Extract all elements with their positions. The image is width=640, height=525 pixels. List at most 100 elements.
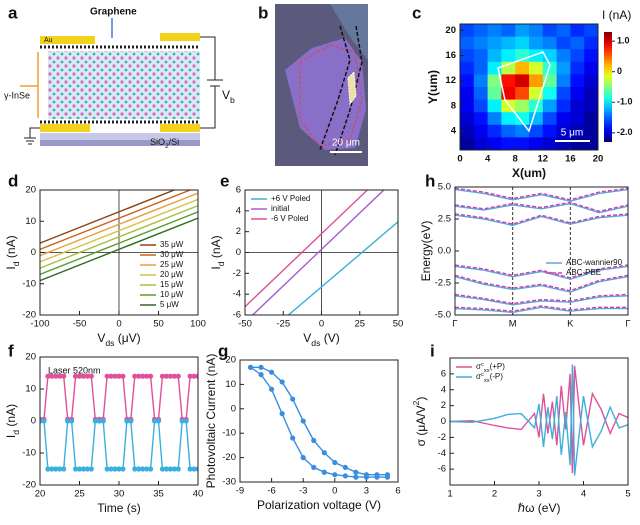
panel-label: c [412,3,421,22]
heat-cell [487,49,502,63]
series-line [40,204,198,269]
series-line [250,366,388,476]
colorbar-tick-label: 1.0 [617,36,630,46]
legend-label: σcxx(-P) [476,372,503,384]
heat-cell [529,24,544,38]
x-tick-label: 0 [116,319,121,330]
plot-frame [244,189,399,316]
text-part: (nA) [4,404,18,430]
x-tick-label: 50 [153,319,164,330]
y-tick-label: 0 [31,416,36,427]
x-tick-label: 100 [190,319,206,330]
legend-label: initial [271,204,289,213]
heat-cell [460,49,475,63]
text-part: (V) [320,331,339,345]
heat-cell [570,124,585,138]
x-tick-label: 16 [565,154,576,165]
x-tick-label: 1 [447,489,452,500]
marker [175,466,181,472]
marker [140,373,146,379]
text-part: (nA) [4,235,18,261]
marker [342,464,348,470]
marker [112,466,118,472]
y-tick-label: 10 [25,216,36,227]
marker [61,466,67,472]
marker [321,469,327,475]
y-tick-label: 2.5 [438,214,451,225]
marker [80,373,87,379]
heat-cell [542,87,558,101]
y-tick-label: -30 [222,477,236,488]
heat-cell [570,99,585,113]
y-tick-label: 10 [25,384,36,395]
text-part: (+P) [490,362,506,371]
marker [183,418,189,424]
marker [124,418,130,424]
scale-bar-label: 20 μm [332,138,360,149]
heat-cell [473,24,489,38]
marker [108,466,114,472]
series-line [245,190,369,308]
marker [104,466,110,472]
text-part: (nA) [209,235,223,261]
text-part: V [303,331,311,345]
y-tick-label: 20 [445,25,456,36]
heat-cell [460,36,475,50]
heat-cell [473,61,489,75]
legend-label: 20 μW [160,270,184,279]
crystal-atoms [48,51,200,119]
text-sub: d [216,261,226,266]
text-sub: ds [105,338,114,348]
text-part: ) [414,397,428,401]
marker [311,464,317,470]
marker [132,373,138,379]
x-tick-label: 0 [319,319,324,330]
y-tick-label: -5.0 [435,310,451,321]
heat-cell [556,99,571,113]
y-tick-label: 4 [441,384,446,395]
y-tick-label: -2 [438,432,446,443]
heat-cell [460,87,475,101]
micrograph: b 20 μm [258,3,368,166]
y-tick-label: 0 [231,403,236,414]
series-line [455,202,628,214]
marker [191,373,197,379]
x-tick-label: 2 [492,489,497,500]
marker [128,418,134,424]
series-line [250,366,388,478]
crystal-label: γ-InSe [4,90,30,100]
marker [136,373,142,379]
plot-frame [39,189,199,316]
marker [269,369,275,375]
x-tick-label: 50 [393,319,404,330]
heat-cell [556,124,571,138]
marker [57,373,63,379]
heat-cell [556,74,571,88]
panel-label: g [218,341,228,360]
electrode [40,36,95,44]
text-sup: c [481,362,484,368]
heat-cell [473,112,489,126]
heat-cell [487,124,502,138]
circuit [200,36,223,129]
x-tick-label: 40 [193,489,204,500]
legend-label: σcxx(+P) [476,362,505,374]
y-tick-label: -20 [222,452,236,463]
marker [159,373,166,379]
legend-label: 25 μW [160,260,184,269]
heat-cell [570,87,585,101]
y-tick-label: 6 [236,185,241,196]
marker [65,418,71,424]
marker [363,474,369,480]
heat-cell [487,87,502,101]
marker [195,373,198,379]
marker [247,364,254,370]
marker [53,466,59,472]
marker [167,466,173,472]
hotspot [347,70,357,106]
series-line [450,365,628,474]
heat-cell [542,99,558,113]
marker [45,466,51,472]
marker [61,373,67,379]
series-line [287,221,398,315]
